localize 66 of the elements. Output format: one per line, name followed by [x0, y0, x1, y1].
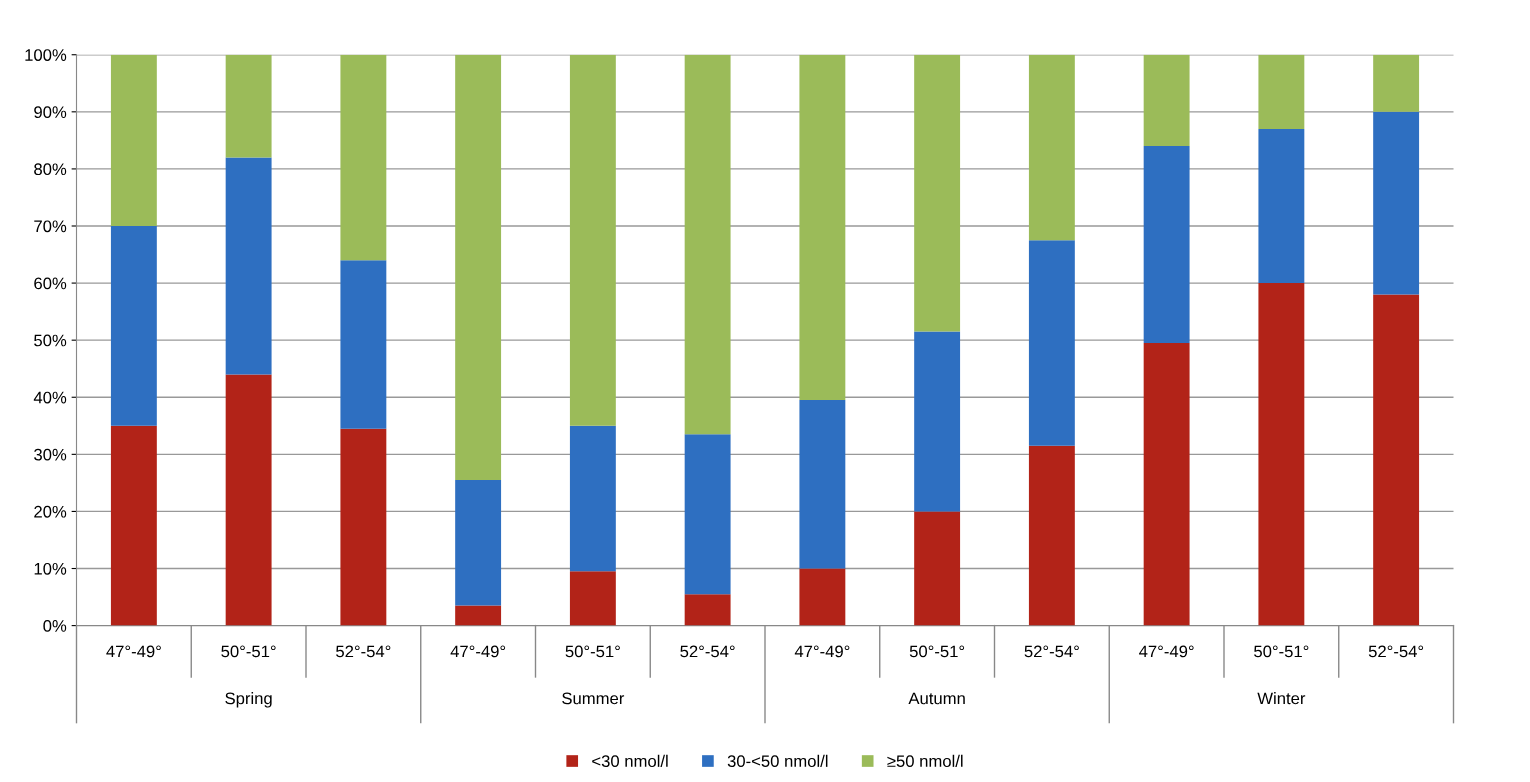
bar [569, 571, 616, 626]
bar [110, 425, 157, 626]
y-tick-label: 80% [34, 163, 67, 176]
bar [799, 54, 846, 401]
y-tick-label: 30% [34, 448, 67, 461]
bar [340, 54, 387, 261]
bar [110, 226, 157, 426]
bar [110, 54, 157, 226]
bar [1028, 445, 1075, 626]
bar [455, 605, 502, 626]
bar [914, 54, 961, 332]
legend-label: 30-<50 nmol/l [727, 754, 828, 768]
bar [1373, 111, 1420, 295]
x-tick-label: 47°-49° [106, 645, 161, 658]
x-tick-label: 50°-51° [565, 645, 620, 658]
y-tick-label: 60% [34, 277, 67, 290]
bar [455, 54, 502, 481]
bar [1143, 54, 1190, 147]
bar [340, 428, 387, 626]
text: Summer [562, 692, 625, 705]
bar [684, 434, 731, 595]
bar [1258, 54, 1305, 129]
y-tick-label: 20% [34, 505, 67, 518]
x-tick-label: 50°-51° [909, 645, 965, 658]
x-tick-label: 50°-51° [1254, 645, 1309, 658]
bar [1258, 283, 1305, 626]
x-tick-label: 52°-54° [336, 645, 391, 658]
bar [684, 54, 731, 435]
bar [799, 568, 846, 626]
y-tick-label: 70% [34, 220, 67, 233]
bar [1143, 343, 1190, 626]
bar [1028, 240, 1075, 446]
bar [914, 511, 961, 626]
bar [569, 54, 616, 426]
text: Spring [225, 692, 272, 708]
bar [1028, 54, 1075, 241]
legend-label: <30 nmol/l [592, 754, 668, 768]
x-tick-label: 47°-49° [794, 645, 850, 658]
y-tick-label: 90% [34, 106, 67, 119]
bar [799, 400, 846, 569]
x-tick-label: 52°-54° [680, 645, 735, 658]
bar [1373, 294, 1420, 626]
bar [569, 425, 616, 572]
bar [1373, 54, 1420, 112]
bar [225, 54, 272, 158]
text: Autumn [908, 692, 965, 705]
x-tick-label: 52°-54° [1368, 645, 1424, 658]
y-tick-label: 10% [34, 562, 67, 575]
x-tick-label: 52°-54° [1024, 645, 1079, 658]
x-tick-label: 47°-49° [1139, 645, 1194, 658]
x-tick-label: 47°-49° [450, 645, 506, 658]
legend-label: ≥50 nmol/l [887, 754, 963, 768]
x-tick-label: 50°-51° [221, 645, 276, 658]
bar [225, 157, 272, 375]
text: Winter [1257, 692, 1306, 705]
bar [340, 260, 387, 429]
y-tick-label: 40% [33, 391, 67, 404]
bar [684, 594, 731, 626]
bar [455, 480, 502, 606]
y-tick-label: 0% [43, 620, 67, 632]
bar [225, 374, 272, 626]
bar [1258, 128, 1305, 284]
y-tick-label: 100% [25, 49, 67, 61]
y-tick-label: 50% [34, 334, 67, 347]
bar [914, 331, 961, 512]
bar [1143, 146, 1190, 344]
